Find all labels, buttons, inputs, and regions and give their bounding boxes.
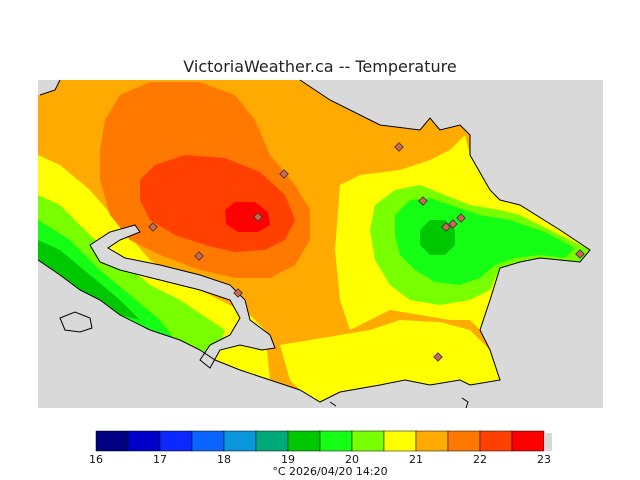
contour-24-25 [225,202,270,232]
color-scale-bar [95,430,552,452]
station-marker[interactable] [456,213,466,223]
contour-17-18-west [38,240,140,320]
water-south [38,260,340,408]
scale-tick-label: 17 [153,453,167,466]
contour-18-19-east [395,198,575,285]
coastline [37,79,591,409]
station-marker[interactable] [253,212,263,222]
station-marker[interactable] [575,249,585,259]
station-marker[interactable] [441,222,451,232]
contour-18-19-west [38,220,175,340]
contour-19-20-west [38,195,225,360]
station-marker[interactable] [448,219,458,229]
station-marker[interactable] [279,169,289,179]
station-marker[interactable] [394,142,404,152]
scale-tick-label: 21 [409,453,423,466]
contour-20-21-south [280,320,500,402]
scale-tick-label: 18 [217,453,231,466]
station-marker[interactable] [433,352,443,362]
station-marker[interactable] [233,288,243,298]
station-marker[interactable] [148,222,158,232]
scale-tick-label: 22 [473,453,487,466]
station-marker[interactable] [194,251,204,261]
scale-tick-label: 16 [89,453,103,466]
color-scale-labels: 16 17 18 19 20 21 22 23 [0,453,640,467]
scale-tick-label: 23 [537,453,551,466]
water-northwest [38,80,60,95]
station-markers [148,142,585,362]
scale-tick-label: 20 [345,453,359,466]
water-east [470,240,603,408]
station-marker[interactable] [418,196,428,206]
scale-tick-label: 19 [281,453,295,466]
scale-caption: °C 2026/04/20 14:20 [272,465,388,478]
map-title: VictoriaWeather.ca -- Temperature [183,57,457,76]
